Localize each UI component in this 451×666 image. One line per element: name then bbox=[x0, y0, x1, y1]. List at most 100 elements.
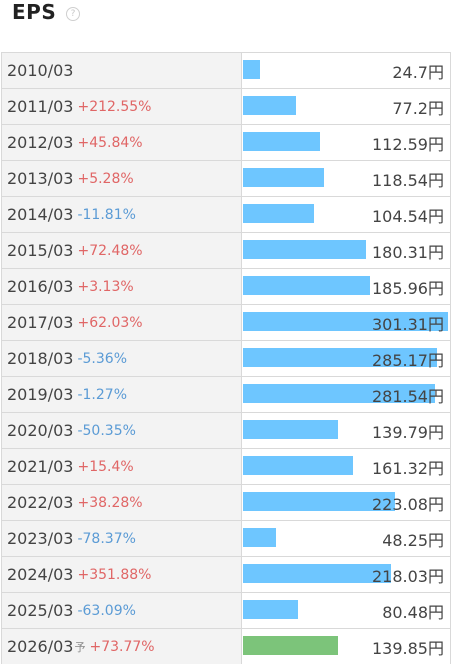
bar-cell: 118.54円 bbox=[242, 161, 450, 196]
row-period-cell: 2018/03 -5.36% bbox=[2, 341, 242, 376]
period-label: 2014/03 bbox=[7, 205, 74, 224]
eps-value: 301.31円 bbox=[372, 314, 444, 334]
eps-bar bbox=[243, 528, 276, 547]
table-row: 2026/03 予 +73.77% 139.85円 bbox=[2, 629, 450, 664]
period-label: 2012/03 bbox=[7, 133, 74, 152]
table-row: 2017/03 +62.03% 301.31円 bbox=[2, 305, 450, 341]
eps-value: 112.59円 bbox=[372, 134, 444, 154]
eps-bar bbox=[243, 168, 324, 187]
row-period-cell: 2022/03 +38.28% bbox=[2, 485, 242, 520]
eps-bar bbox=[243, 348, 437, 367]
period-label: 2022/03 bbox=[7, 493, 74, 512]
row-period-cell: 2021/03 +15.4% bbox=[2, 449, 242, 484]
table-row: 2025/03 -63.09% 80.48円 bbox=[2, 593, 450, 629]
eps-bar bbox=[243, 96, 296, 115]
table-row: 2012/03 +45.84% 112.59円 bbox=[2, 125, 450, 161]
row-period-cell: 2017/03 +62.03% bbox=[2, 305, 242, 340]
table-row: 2021/03 +15.4% 161.32円 bbox=[2, 449, 450, 485]
chart-header: EPS ? bbox=[0, 0, 451, 52]
change-percent: +15.4% bbox=[77, 458, 134, 475]
bar-cell: 104.54円 bbox=[242, 197, 450, 232]
change-percent: +72.48% bbox=[77, 242, 143, 259]
period-label: 2019/03 bbox=[7, 385, 74, 404]
bar-cell: 112.59円 bbox=[242, 125, 450, 160]
period-label: 2013/03 bbox=[7, 169, 74, 188]
eps-value: 223.08円 bbox=[372, 494, 444, 514]
row-period-cell: 2010/03 bbox=[2, 53, 242, 88]
period-label: 2020/03 bbox=[7, 421, 74, 440]
bar-cell: 139.85円 bbox=[242, 629, 450, 664]
table-row: 2014/03 -11.81% 104.54円 bbox=[2, 197, 450, 233]
table-row: 2013/03 +5.28% 118.54円 bbox=[2, 161, 450, 197]
change-percent: +351.88% bbox=[77, 566, 152, 583]
period-label: 2011/03 bbox=[7, 97, 74, 116]
change-percent: -78.37% bbox=[77, 530, 136, 547]
table-row: 2015/03 +72.48% 180.31円 bbox=[2, 233, 450, 269]
eps-value: 77.2円 bbox=[392, 98, 444, 118]
chart-title: EPS bbox=[12, 0, 57, 24]
eps-value: 48.25円 bbox=[382, 530, 444, 550]
row-period-cell: 2016/03 +3.13% bbox=[2, 269, 242, 304]
bar-cell: 281.54円 bbox=[242, 377, 450, 412]
table-row: 2023/03 -78.37% 48.25円 bbox=[2, 521, 450, 557]
row-period-cell: 2025/03 -63.09% bbox=[2, 593, 242, 628]
row-period-cell: 2020/03 -50.35% bbox=[2, 413, 242, 448]
eps-bar bbox=[243, 420, 338, 439]
bar-cell: 218.03円 bbox=[242, 557, 450, 592]
eps-value: 24.7円 bbox=[392, 62, 444, 82]
eps-bar bbox=[243, 456, 353, 475]
eps-bar bbox=[243, 204, 314, 223]
eps-bar bbox=[243, 132, 320, 151]
period-label: 2018/03 bbox=[7, 349, 74, 368]
eps-bar bbox=[243, 60, 260, 79]
change-percent: -63.09% bbox=[77, 602, 136, 619]
eps-value: 180.31円 bbox=[372, 242, 444, 262]
eps-bar bbox=[243, 564, 391, 583]
change-percent: +5.28% bbox=[77, 170, 134, 187]
change-percent: -1.27% bbox=[77, 386, 127, 403]
change-percent: +62.03% bbox=[77, 314, 143, 331]
question-circle-icon[interactable]: ? bbox=[66, 7, 80, 21]
row-period-cell: 2013/03 +5.28% bbox=[2, 161, 242, 196]
eps-table: 2010/03 24.7円 2011/03 +212.55% 77.2円 2012/03 +… bbox=[1, 52, 451, 664]
period-label: 2026/03 bbox=[7, 637, 74, 656]
eps-value: 104.54円 bbox=[372, 206, 444, 226]
period-label: 2016/03 bbox=[7, 277, 74, 296]
eps-value: 281.54円 bbox=[372, 386, 444, 406]
eps-bar bbox=[243, 384, 435, 403]
period-label: 2021/03 bbox=[7, 457, 74, 476]
change-percent: +73.77% bbox=[89, 638, 155, 655]
table-row: 2010/03 24.7円 bbox=[2, 53, 450, 89]
bar-cell: 77.2円 bbox=[242, 89, 450, 124]
table-row: 2024/03 +351.88% 218.03円 bbox=[2, 557, 450, 593]
eps-bar bbox=[243, 276, 370, 295]
eps-value: 285.17円 bbox=[372, 350, 444, 370]
bar-cell: 180.31円 bbox=[242, 233, 450, 268]
bar-cell: 80.48円 bbox=[242, 593, 450, 628]
table-row: 2018/03 -5.36% 285.17円 bbox=[2, 341, 450, 377]
eps-value: 80.48円 bbox=[382, 602, 444, 622]
table-row: 2022/03 +38.28% 223.08円 bbox=[2, 485, 450, 521]
eps-bar bbox=[243, 600, 298, 619]
table-row: 2020/03 -50.35% 139.79円 bbox=[2, 413, 450, 449]
row-period-cell: 2019/03 -1.27% bbox=[2, 377, 242, 412]
bar-cell: 185.96円 bbox=[242, 269, 450, 304]
period-label: 2017/03 bbox=[7, 313, 74, 332]
eps-value: 161.32円 bbox=[372, 458, 444, 478]
forecast-bar bbox=[243, 636, 338, 655]
row-period-cell: 2023/03 -78.37% bbox=[2, 521, 242, 556]
change-percent: -11.81% bbox=[77, 206, 136, 223]
eps-value: 185.96円 bbox=[372, 278, 444, 298]
change-percent: +45.84% bbox=[77, 134, 143, 151]
bar-cell: 301.31円 bbox=[242, 305, 450, 340]
change-percent: +38.28% bbox=[77, 494, 143, 511]
change-percent: +3.13% bbox=[77, 278, 134, 295]
bar-cell: 24.7円 bbox=[242, 53, 450, 88]
row-period-cell: 2015/03 +72.48% bbox=[2, 233, 242, 268]
row-period-cell: 2014/03 -11.81% bbox=[2, 197, 242, 232]
bar-cell: 48.25円 bbox=[242, 521, 450, 556]
bar-cell: 285.17円 bbox=[242, 341, 450, 376]
row-period-cell: 2024/03 +351.88% bbox=[2, 557, 242, 592]
eps-value: 139.79円 bbox=[372, 422, 444, 442]
eps-value: 218.03円 bbox=[372, 566, 444, 586]
